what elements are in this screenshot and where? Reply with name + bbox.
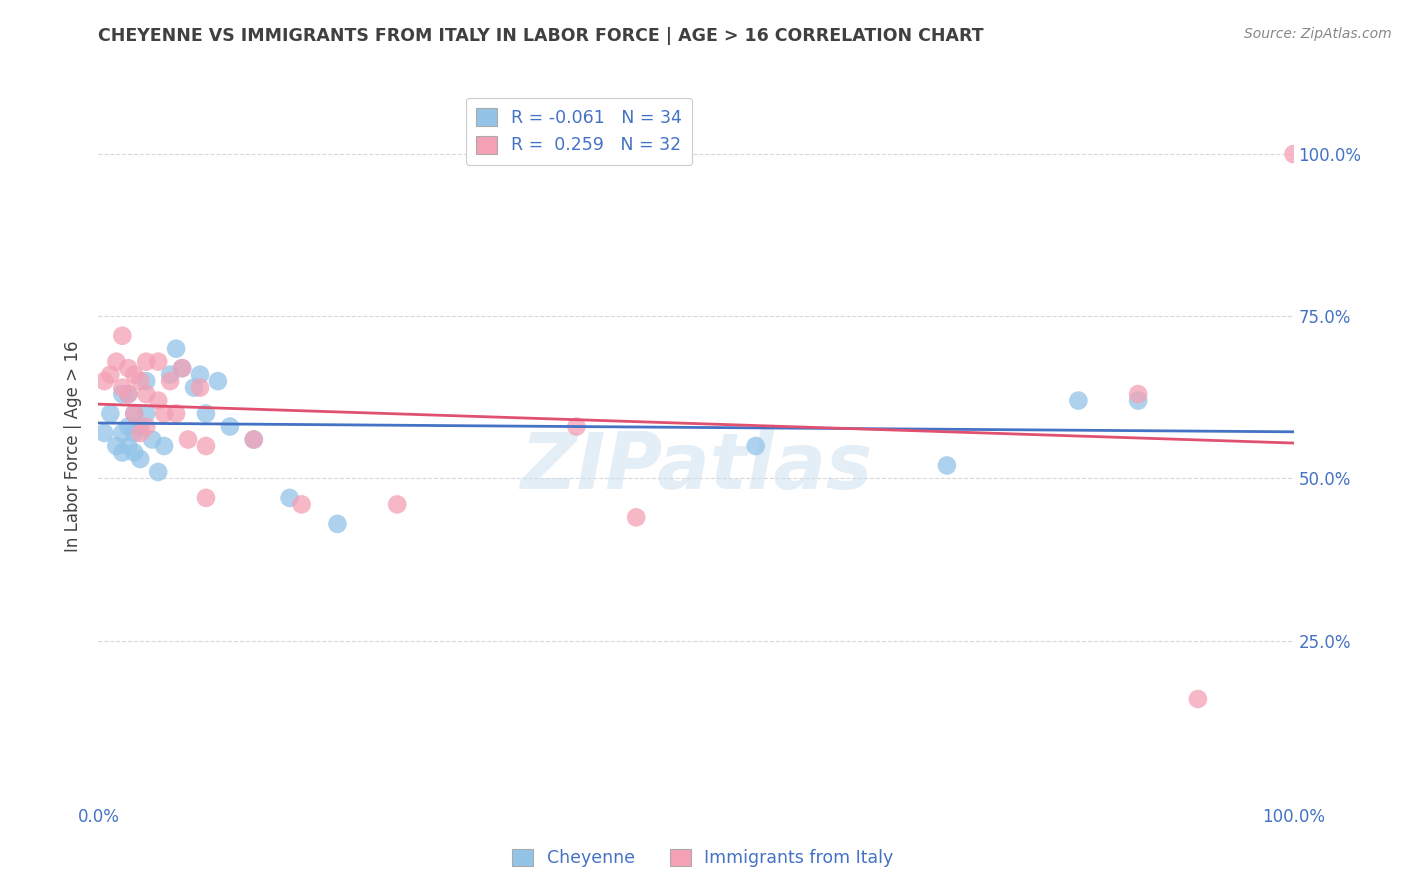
- Point: [148, 354, 170, 368]
- Point: [165, 342, 187, 356]
- Point: [291, 497, 314, 511]
- Point: [98, 368, 122, 382]
- Point: [219, 419, 242, 434]
- Point: [124, 407, 146, 421]
- Point: [98, 407, 122, 421]
- Point: [124, 368, 146, 382]
- Point: [936, 458, 959, 473]
- Point: [207, 374, 229, 388]
- Point: [111, 381, 134, 395]
- Point: [111, 425, 134, 440]
- Point: [117, 361, 139, 376]
- Point: [194, 439, 218, 453]
- Point: [111, 387, 134, 401]
- Point: [1067, 393, 1090, 408]
- Point: [93, 425, 115, 440]
- Point: [141, 433, 163, 447]
- Point: [93, 374, 115, 388]
- Text: ZIPatlas: ZIPatlas: [520, 429, 872, 506]
- Point: [111, 328, 134, 343]
- Point: [153, 439, 176, 453]
- Point: [129, 419, 152, 434]
- Point: [326, 516, 349, 531]
- Point: [148, 465, 170, 479]
- Point: [105, 354, 128, 368]
- Legend: Cheyenne, Immigrants from Italy: Cheyenne, Immigrants from Italy: [505, 842, 901, 874]
- Point: [1282, 147, 1305, 161]
- Text: CHEYENNE VS IMMIGRANTS FROM ITALY IN LABOR FORCE | AGE > 16 CORRELATION CHART: CHEYENNE VS IMMIGRANTS FROM ITALY IN LAB…: [98, 27, 984, 45]
- Point: [148, 393, 170, 408]
- Point: [177, 433, 200, 447]
- Point: [159, 374, 181, 388]
- Point: [745, 439, 768, 453]
- Point: [135, 407, 157, 421]
- Point: [135, 354, 157, 368]
- Y-axis label: In Labor Force | Age > 16: In Labor Force | Age > 16: [65, 340, 83, 552]
- Point: [124, 425, 146, 440]
- Point: [135, 419, 157, 434]
- Point: [243, 433, 266, 447]
- Point: [159, 368, 181, 382]
- Point: [124, 407, 146, 421]
- Point: [565, 419, 588, 434]
- Point: [243, 433, 266, 447]
- Point: [1128, 393, 1150, 408]
- Point: [135, 387, 157, 401]
- Point: [172, 361, 194, 376]
- Point: [135, 374, 157, 388]
- Point: [117, 439, 139, 453]
- Point: [1187, 692, 1209, 706]
- Point: [385, 497, 409, 511]
- Point: [117, 387, 139, 401]
- Point: [117, 387, 139, 401]
- Point: [183, 381, 205, 395]
- Point: [188, 368, 211, 382]
- Point: [172, 361, 194, 376]
- Point: [153, 407, 176, 421]
- Point: [278, 491, 301, 505]
- Point: [194, 491, 218, 505]
- Point: [194, 407, 218, 421]
- Point: [117, 419, 139, 434]
- Point: [129, 425, 152, 440]
- Point: [111, 445, 134, 459]
- Point: [165, 407, 187, 421]
- Point: [1128, 387, 1150, 401]
- Point: [105, 439, 128, 453]
- Text: Source: ZipAtlas.com: Source: ZipAtlas.com: [1244, 27, 1392, 41]
- Point: [626, 510, 648, 524]
- Point: [124, 445, 146, 459]
- Point: [188, 381, 211, 395]
- Point: [129, 452, 152, 467]
- Point: [129, 374, 152, 388]
- Legend: R = -0.061   N = 34, R =  0.259   N = 32: R = -0.061 N = 34, R = 0.259 N = 32: [465, 98, 692, 165]
